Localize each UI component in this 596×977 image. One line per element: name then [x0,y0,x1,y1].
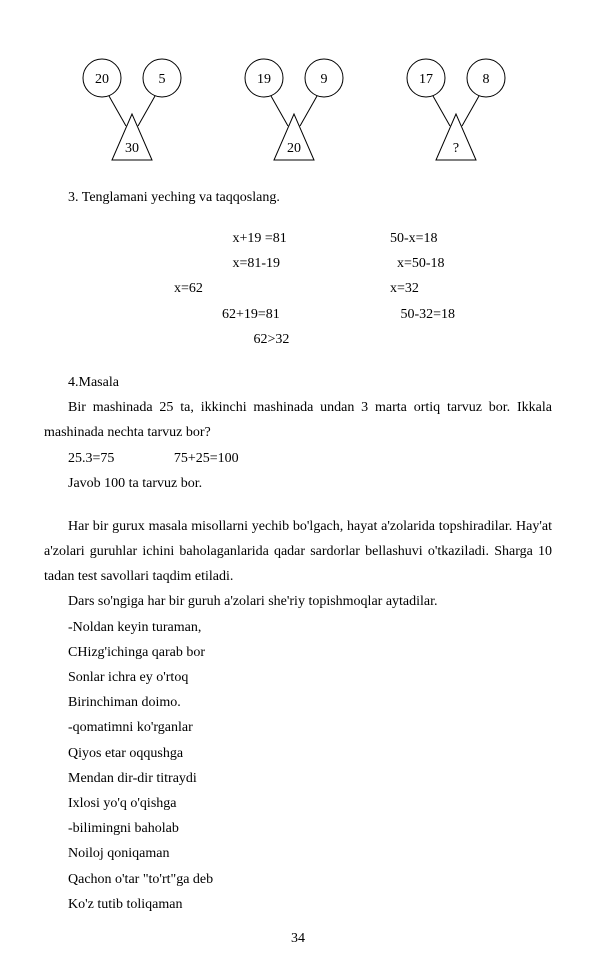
line-3: Birinchiman doimo. [44,690,552,715]
line-9: Noiloj qoniqaman [44,841,552,866]
line-1: CHizg'ichinga qarab bor [44,640,552,665]
eq-2-c2: x=32 [390,276,419,301]
eq-4-c1: 62>32 [194,327,390,352]
diagram-1-svg: 19 9 20 [236,56,352,166]
eq-2-c1: x=62 [174,276,390,301]
val-left-0: 20 [95,72,109,87]
spacer-1 [44,496,552,514]
line-6: Mendan dir-dir titraydi [44,766,552,791]
line-left-2 [433,96,450,126]
diagram-1: 19 9 20 [236,56,352,166]
masala-ans: Javob 100 ta tarvuz bor. [44,471,552,496]
val-left-1: 19 [257,72,271,87]
diagram-2: 17 8 ? [398,56,514,166]
eq-0-c1: x+19 =81 [194,226,390,251]
eq-3-c1: 62+19=81 [194,302,390,327]
val-right-0: 5 [159,72,166,87]
eq-3-c2: 50-32=18 [390,302,455,327]
diagram-2-svg: 17 8 ? [398,56,514,166]
eq-row-0: x+19 =81 50-x=18 [194,226,552,251]
line-left-0 [109,96,126,126]
line-7: Ixlosi yo'q o'qishga [44,791,552,816]
diagrams-row: 20 5 30 19 9 20 [74,56,552,166]
para2: Dars so'ngiga har bir guruh a'zolari she… [44,589,552,614]
poem-lines: -Noldan keyin turaman, CHizg'ichinga qar… [44,615,552,917]
line-5: Qiyos etar oqqushga [44,741,552,766]
page-number: 34 [44,931,552,947]
line-0: -Noldan keyin turaman, [44,615,552,640]
para-block: Har bir gurux masala misollarni yechib b… [44,514,552,615]
line-11: Ko'z tutib toliqaman [44,892,552,917]
eq-1-c2: x=50-18 [390,251,445,276]
page: 20 5 30 19 9 20 [0,0,596,977]
line-right-0 [138,96,155,126]
line-left-1 [271,96,288,126]
eq-0-c2: 50-x=18 [390,226,438,251]
val-result-1: 20 [287,141,301,156]
val-result-2: ? [453,141,459,156]
val-result-0: 30 [125,141,139,156]
line-2: Sonlar ichra ey o'rtoq [44,665,552,690]
line-10: Qachon o'tar "to'rt"ga deb [44,867,552,892]
line-right-2 [462,96,479,126]
masala-calc: 25.3=75 75+25=100 [44,446,552,471]
eq-1-c1: x=81-19 [194,251,390,276]
val-right-2: 8 [483,72,490,87]
line-8: -bilimingni baholab [44,816,552,841]
val-right-1: 9 [321,72,328,87]
para1: Har bir gurux masala misollarni yechib b… [44,514,552,590]
eq-row-2: x=62 x=32 [174,276,552,301]
eq-row-1: x=81-19 x=50-18 [194,251,552,276]
line-right-1 [300,96,317,126]
masala-block: 4.Masala Bir mashinada 25 ta, ikkinchi m… [44,370,552,496]
heading-3: 3. Tenglamani yeching va taqqoslang. [68,190,552,206]
masala-p1: Bir mashinada 25 ta, ikkinchi mashinada … [44,395,552,445]
line-4: -qomatimni ko'rganlar [44,715,552,740]
diagram-0-svg: 20 5 30 [74,56,190,166]
val-left-2: 17 [419,72,433,87]
diagram-0: 20 5 30 [74,56,190,166]
masala-title: 4.Masala [44,370,552,395]
eq-row-3: 62+19=81 50-32=18 [194,302,552,327]
equations-block: x+19 =81 50-x=18 x=81-19 x=50-18 x=62 x=… [194,226,552,352]
eq-row-4: 62>32 [194,327,552,352]
